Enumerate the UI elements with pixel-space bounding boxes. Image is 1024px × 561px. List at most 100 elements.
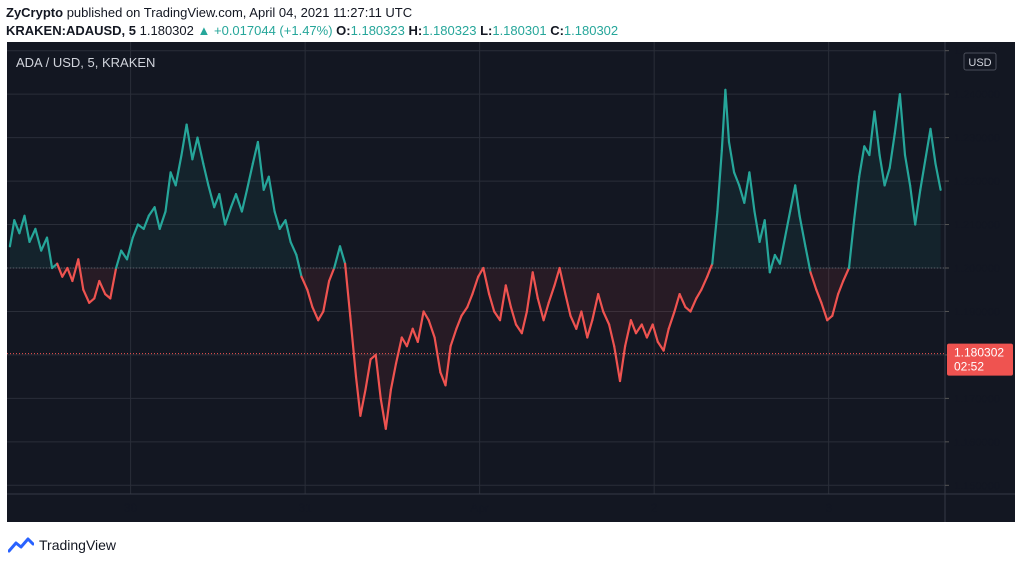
price-line-segment [651, 323, 659, 343]
price-line-segment [240, 188, 249, 213]
last-price: 1.180302 [139, 23, 194, 38]
y-tick-label: 1.230000 [954, 133, 1000, 145]
price-line-segment [354, 375, 362, 417]
price-line-segment [724, 88, 731, 144]
price-line-segment [602, 310, 611, 326]
price-line-segment [88, 297, 96, 304]
price-line-segment [306, 288, 314, 309]
price-line-segment [607, 323, 616, 348]
price-line-segment [575, 310, 583, 330]
price-line-segment [311, 306, 320, 322]
price-line-segment [689, 297, 698, 313]
price-line-segment [109, 266, 118, 300]
price-line-segment [826, 314, 834, 322]
price-line-segment [82, 288, 91, 304]
area-fill [9, 89, 941, 429]
price-line-segment [924, 127, 932, 161]
price-line-segment [794, 184, 801, 217]
price-line-segment [919, 158, 927, 191]
price-line-segment [700, 275, 709, 291]
price-line-segment [344, 262, 352, 317]
area-fill-down [9, 268, 941, 429]
price-line-segment [147, 206, 156, 217]
author-name[interactable]: ZyCrypto [6, 5, 64, 20]
price-line-segment [553, 266, 561, 287]
price-line-segment [224, 206, 233, 226]
price-line-segment [868, 110, 876, 157]
low-value: 1.180301 [492, 23, 547, 38]
tradingview-logo-icon[interactable] [8, 537, 34, 553]
high-label: H: [408, 23, 423, 38]
price-line-segment [349, 314, 358, 378]
price-line-segment [131, 223, 139, 239]
low-label: L: [480, 23, 493, 38]
price-line-segment [333, 245, 342, 270]
price-line-segment [753, 210, 761, 243]
price-line-segment [878, 153, 886, 187]
price-line-segment [488, 293, 496, 313]
x-tick-label: 3 [825, 501, 832, 515]
price-line-segment [914, 188, 922, 226]
price-line-segment [695, 288, 703, 300]
area-fill-up [9, 89, 941, 268]
price-line-segment [597, 293, 605, 313]
price-line-segment [317, 310, 325, 322]
last-price-tag-background [947, 343, 1013, 376]
y-tick-label: 1.200000 [954, 263, 1000, 275]
footer-brand[interactable]: TradingView [39, 537, 117, 553]
price-line-segment [748, 171, 756, 213]
price-line-segment [169, 171, 177, 187]
y-tick-label: 1.240000 [954, 89, 1000, 101]
price-line-segment [836, 279, 845, 296]
price-line-segment [768, 253, 777, 274]
price-line-segment [623, 319, 633, 348]
y-tick-label: 1.150000 [954, 480, 1000, 492]
price-line-segment [460, 306, 469, 317]
price-line-segment [300, 275, 309, 291]
price-line-segment [34, 227, 43, 252]
open-value: 1.180323 [350, 23, 405, 38]
price-line-segment [613, 345, 622, 383]
price-line-segment [18, 214, 26, 235]
price-line-segment [743, 171, 751, 204]
symbol-label[interactable]: KRAKEN:ADAUSD, 5 [6, 23, 137, 38]
price-line-segment [40, 236, 49, 252]
time-axis[interactable]: 30 31 Apr 2 3 [124, 501, 832, 515]
price-line-segment [23, 214, 31, 243]
price-line-segment [267, 175, 276, 213]
price-line-segment [359, 388, 367, 417]
price-line-segment [662, 327, 670, 352]
price-line-segment [98, 279, 107, 296]
price-series [8, 88, 942, 430]
change-arrow-icon: ▲ [197, 23, 211, 38]
price-line-segment [564, 293, 572, 317]
price-line-segment [888, 132, 896, 170]
price-line-segment [120, 249, 129, 261]
price-line-segment [509, 306, 518, 326]
price-line-segment [278, 219, 287, 230]
price-line-segment [498, 284, 507, 322]
price-line-segment [185, 123, 194, 161]
price-line-segment [251, 140, 259, 165]
price-line-segment [873, 110, 881, 157]
price-line-segment [8, 219, 16, 248]
price-line-segment [504, 284, 512, 309]
price-line-segment [218, 193, 227, 226]
price-line-segment [207, 184, 216, 209]
close-value: 1.180302 [563, 23, 619, 38]
price-line-segment [322, 279, 331, 313]
price-line-segment [783, 210, 792, 239]
price-line-segment [934, 162, 942, 191]
price-line-segment [374, 353, 382, 400]
price-line-segment [136, 223, 145, 230]
y-tick-label: 1.220000 [954, 176, 1000, 188]
currency-badge[interactable] [963, 52, 997, 71]
price-line-segment [71, 258, 80, 283]
published-text: published on TradingView.com, April 04, … [66, 5, 413, 20]
price-line-segment [667, 310, 676, 330]
price-line-segment [778, 236, 787, 265]
price-line-segment [493, 310, 502, 322]
price-line-segment [125, 236, 134, 261]
high-value: 1.180323 [422, 23, 477, 38]
